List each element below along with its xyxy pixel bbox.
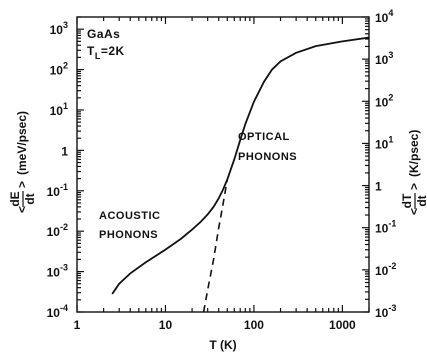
- x-axis-title: T (K): [209, 338, 236, 352]
- y-right-tick-label-base: 10: [375, 137, 389, 151]
- y-right-tick-label: 104: [375, 8, 393, 25]
- y-left-tick-label-exponent: 1: [63, 101, 68, 111]
- lattice-temp-label: TL=2K: [87, 44, 125, 61]
- material-label: GaAs: [87, 27, 120, 41]
- y-left-tick-label-exponent: -1: [60, 182, 68, 192]
- y-right-tick-label-exponent: 1: [388, 134, 393, 144]
- y-left-tick-label-exponent: -2: [60, 222, 68, 232]
- optical-extrapolation-line: [202, 179, 229, 312]
- y-left-tick-label: 103: [50, 20, 68, 37]
- y-left-tick-label: 102: [50, 61, 68, 78]
- y-left-prefix: <: [15, 206, 29, 213]
- y-left-tick-label: 10-2: [47, 222, 68, 239]
- lattice-temp-symbol: T: [87, 44, 95, 58]
- y-left-tick-label: 101: [50, 101, 68, 118]
- y-axis-left-title: < dE dt > (meV/psec): [8, 111, 37, 213]
- y-right-tick-label-exponent: -3: [388, 303, 396, 313]
- y-left-tick-label-base: 1: [61, 144, 68, 158]
- acoustic-phonons-line2: PHONONS: [99, 229, 158, 241]
- y-right-suffix: >: [407, 183, 421, 190]
- y-left-tick-label: 10-3: [47, 263, 68, 280]
- y-left-suffix: >: [15, 181, 29, 188]
- y-left-tick-label-exponent: -4: [60, 303, 68, 313]
- y-right-tick-label: 10-2: [375, 261, 396, 278]
- y-left-tick-label-exponent: 3: [63, 20, 68, 30]
- y-axis-right-title: < dT dt > (K/psec): [400, 130, 427, 215]
- y-left-tick-label-base: 10: [50, 104, 64, 118]
- y-right-tick-label: 101: [375, 134, 393, 151]
- optical-phonons-line1: OPTICAL: [238, 131, 290, 143]
- x-tick-label: 1: [74, 318, 81, 332]
- x-tick-label: 10: [159, 318, 173, 332]
- y-left-tick-label: 1: [61, 144, 68, 158]
- y-left-tick-label-base: 10: [47, 266, 61, 280]
- data-curves: [111, 36, 369, 312]
- y-right-tick-label: 1: [375, 180, 382, 194]
- axis-ticks: [76, 16, 370, 313]
- y-left-tick-label-base: 10: [47, 185, 61, 199]
- y-right-tick-label-exponent: -2: [388, 261, 396, 271]
- y-right-tick-label-exponent: -1: [388, 219, 396, 229]
- y-right-tick-label: 10-1: [375, 219, 396, 236]
- y-right-tick-label: 103: [375, 50, 393, 67]
- acoustic-phonons-line1: ACOUSTIC: [99, 210, 160, 222]
- y-right-units: (K/psec): [407, 130, 421, 177]
- energy-loss-curve: [111, 36, 369, 295]
- y-right-tick-label: 102: [375, 92, 393, 109]
- x-tick-label: 100: [244, 318, 264, 332]
- lattice-temp-subscript: L: [95, 51, 101, 61]
- y-right-tick-label-exponent: 2: [388, 92, 393, 102]
- plot-frame: [76, 16, 370, 313]
- y-left-denominator: dt: [23, 193, 37, 204]
- y-right-tick-label-base: 10: [375, 222, 389, 236]
- lattice-temp-value: =2K: [101, 44, 125, 58]
- y-left-tick-label-exponent: -3: [60, 263, 68, 273]
- y-left-tick-label-base: 10: [47, 306, 61, 320]
- y-left-units: (meV/psec): [15, 111, 29, 175]
- y-right-tick-label-base: 10: [375, 95, 389, 109]
- x-tick-label: 1000: [329, 318, 356, 332]
- y-left-tick-label: 10-1: [47, 182, 68, 199]
- y-left-tick-label: 10-4: [47, 303, 68, 320]
- y-right-tick-label: 10-3: [375, 303, 396, 320]
- y-right-tick-label-base: 10: [375, 264, 389, 278]
- y-left-tick-label-base: 10: [50, 64, 64, 78]
- y-right-tick-label-base: 10: [375, 53, 389, 67]
- y-right-tick-label-base: 10: [375, 11, 389, 25]
- y-left-tick-label-exponent: 2: [63, 61, 68, 71]
- y-right-tick-label-exponent: 4: [388, 8, 393, 18]
- y-right-prefix: <: [407, 208, 421, 215]
- y-right-tick-label-base: 1: [375, 180, 382, 194]
- y-right-denominator: dt: [415, 195, 427, 206]
- y-right-tick-label-exponent: 3: [388, 50, 393, 60]
- y-left-numerator: dE: [8, 191, 22, 206]
- y-left-tick-label-base: 10: [47, 225, 61, 239]
- y-left-tick-label-base: 10: [50, 23, 64, 37]
- y-right-numerator: dT: [400, 193, 414, 208]
- tick-labels: 1 10 100 100010-410-310-210-1110110210310-3…: [47, 8, 397, 332]
- optical-phonons-line2: PHONONS: [238, 151, 297, 163]
- y-right-tick-label-base: 10: [375, 306, 389, 320]
